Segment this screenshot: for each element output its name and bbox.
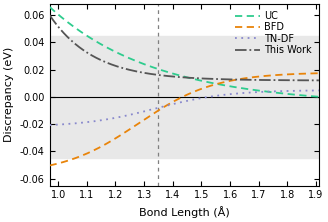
Bar — [50, 36, 319, 158]
Legend: UC, BFD, TN-DF, This Work: UC, BFD, TN-DF, This Work — [233, 9, 314, 57]
Y-axis label: Discrepancy (eV): Discrepancy (eV) — [4, 47, 14, 143]
X-axis label: Bond Length (Å): Bond Length (Å) — [139, 206, 230, 218]
